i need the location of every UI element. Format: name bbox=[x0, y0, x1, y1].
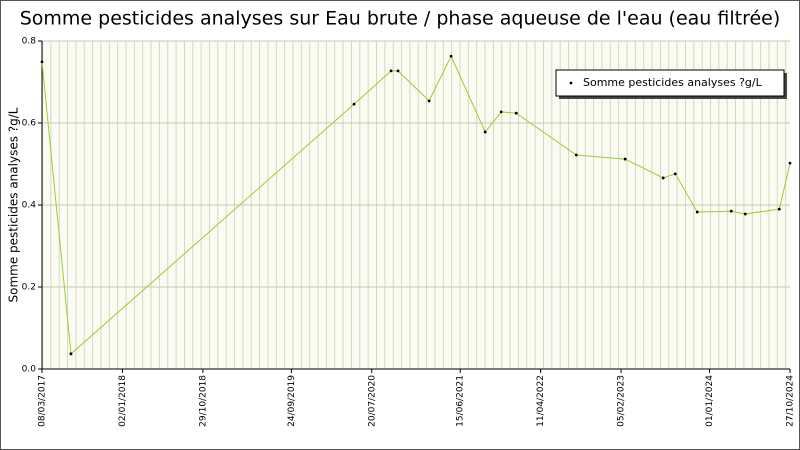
legend: Somme pesticides analyses ?g/L bbox=[555, 69, 787, 99]
chart-title: Somme pesticides analyses sur Eau brute … bbox=[20, 8, 781, 30]
x-tick-label: 20/07/2020 bbox=[367, 375, 377, 427]
y-tick-label: 0.6 bbox=[22, 119, 37, 129]
x-tick-label: 08/03/2017 bbox=[38, 375, 48, 427]
y-tick-label: 0.4 bbox=[22, 201, 37, 211]
data-point bbox=[777, 207, 781, 211]
legend-box bbox=[555, 69, 785, 97]
data-point bbox=[69, 352, 73, 356]
data-point bbox=[729, 209, 733, 213]
data-point bbox=[673, 172, 677, 176]
data-point bbox=[574, 153, 578, 157]
x-tick-label: 11/04/2022 bbox=[536, 375, 546, 427]
x-tick-label: 15/06/2021 bbox=[456, 375, 466, 427]
data-point bbox=[661, 176, 665, 180]
data-point bbox=[449, 54, 453, 58]
data-point bbox=[623, 157, 627, 161]
data-point bbox=[695, 210, 699, 214]
x-tick-label: 27/10/2024 bbox=[786, 375, 796, 427]
y-axis-label: Somme pesticides analyses ?g/L bbox=[7, 107, 21, 302]
x-tick-label: 24/09/2019 bbox=[287, 375, 297, 427]
x-tick-label: 05/02/2023 bbox=[617, 375, 627, 427]
data-point bbox=[788, 161, 792, 165]
data-point bbox=[514, 111, 518, 115]
y-tick-label: 0.0 bbox=[22, 365, 37, 375]
data-point bbox=[499, 110, 503, 114]
legend-marker bbox=[569, 81, 573, 85]
x-tick-label: 29/10/2018 bbox=[198, 375, 208, 427]
legend-label: Somme pesticides analyses ?g/L bbox=[583, 76, 763, 89]
y-tick-label: 0.8 bbox=[22, 37, 37, 47]
x-tick-label: 01/01/2024 bbox=[705, 375, 715, 427]
data-point bbox=[352, 102, 356, 106]
data-point bbox=[427, 99, 431, 103]
y-tick-label: 0.2 bbox=[22, 283, 36, 293]
x-tick-label: 02/01/2018 bbox=[118, 375, 128, 427]
data-point bbox=[396, 69, 400, 73]
data-point bbox=[743, 212, 747, 216]
data-point bbox=[40, 60, 44, 64]
data-point bbox=[483, 130, 487, 134]
data-point bbox=[389, 69, 393, 73]
